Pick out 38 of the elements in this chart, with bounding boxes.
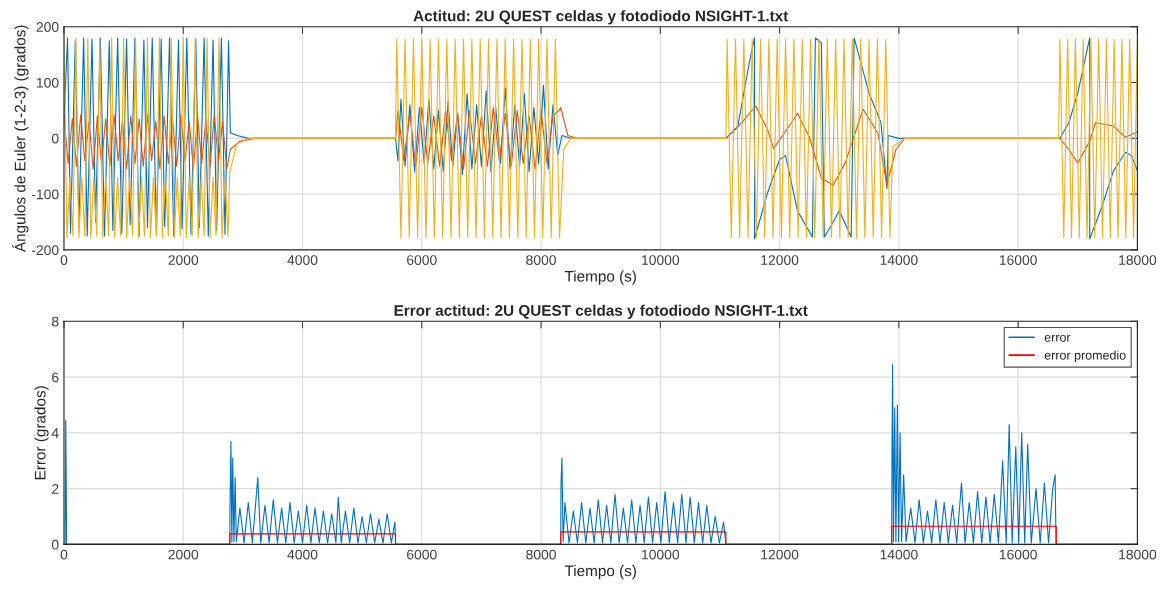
x-tick-label: 8000 [526, 549, 556, 560]
x-tick-label: 12000 [761, 255, 799, 265]
x-tick-label: 14000 [880, 255, 918, 265]
y-tick-label: 200 [36, 22, 59, 32]
x-tick-label: 14000 [880, 549, 918, 560]
y-tick-label: 6 [52, 372, 59, 383]
x-tick-label: 2000 [168, 549, 199, 560]
x-tick-label: 8000 [526, 255, 556, 265]
x-tick-label: 16000 [999, 549, 1037, 560]
y-tick-label: -200 [31, 245, 59, 256]
x-tick-label: 0 [60, 549, 68, 560]
x-tick-label: 6000 [407, 549, 437, 560]
x-tick-label: 16000 [999, 255, 1037, 265]
y-tick-label: 2 [52, 483, 59, 494]
chart-title: Error actitud: 2U QUEST celdas y fotodiodo NSIGHT-1.txt [394, 304, 808, 319]
x-axis-title: Tiempo (s) [564, 565, 636, 580]
x-tick-label: 18000 [1119, 255, 1157, 265]
x-tick-label: 4000 [287, 255, 318, 265]
y-tick-label: 0 [51, 133, 59, 144]
y-tick-label: -100 [31, 189, 59, 200]
x-tick-label: 6000 [407, 255, 437, 265]
y-axis-title: Ángulos de Euler (1-2-3) (grados) [12, 25, 29, 253]
legend-label: error [1044, 334, 1071, 342]
y-tick-label: 4 [51, 428, 59, 438]
x-tick-label: 4000 [287, 549, 318, 560]
y-tick-label: 8 [51, 316, 59, 327]
x-tick-label: 18000 [1119, 549, 1157, 560]
chart-title: Actitud: 2U QUEST celdas y fotodiodo NSIGHT-1.txt [413, 10, 789, 25]
legend-label: error promedio [1044, 350, 1126, 363]
x-tick-label: 12000 [761, 549, 799, 560]
x-tick-label: 2000 [168, 255, 199, 265]
y-tick-label: 0 [51, 539, 59, 550]
y-tick-label: 100 [36, 77, 59, 88]
x-tick-label: 10000 [642, 255, 680, 265]
x-axis-title: Tiempo (s) [564, 270, 636, 285]
x-tick-label: 0 [60, 255, 68, 265]
y-axis-title: Error (grados) [34, 386, 49, 480]
x-tick-label: 10000 [642, 549, 680, 560]
